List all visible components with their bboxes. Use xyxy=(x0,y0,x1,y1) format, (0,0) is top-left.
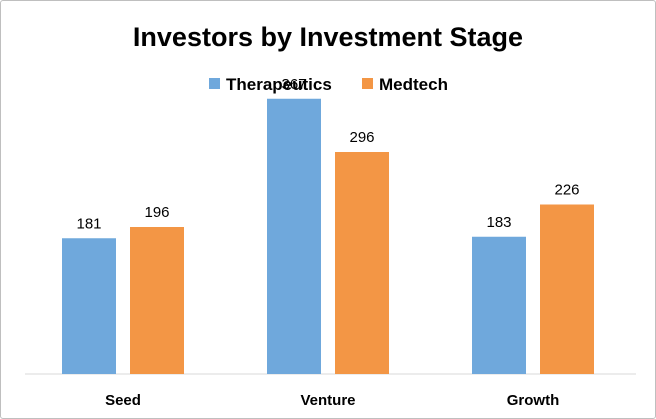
bar-medtech-venture xyxy=(335,152,389,374)
value-label-therapeutics-venture: 367 xyxy=(281,76,306,93)
legend-swatch-therapeutics xyxy=(209,78,220,89)
value-label-therapeutics-growth: 183 xyxy=(486,214,511,231)
category-label-venture: Venture xyxy=(300,392,355,409)
legend-label-medtech: Medtech xyxy=(379,75,448,94)
bar-medtech-growth xyxy=(540,204,594,374)
value-label-medtech-venture: 296 xyxy=(349,129,374,146)
category-labels: Seed Venture Growth xyxy=(105,392,559,409)
value-label-medtech-seed: 196 xyxy=(144,204,169,221)
chart-title: Investors by Investment Stage xyxy=(133,22,523,52)
bar-medtech-seed xyxy=(130,227,184,374)
bar-therapeutics-venture xyxy=(267,98,321,374)
value-label-therapeutics-seed: 181 xyxy=(76,215,101,232)
bar-therapeutics-seed xyxy=(62,238,116,374)
bars-group: 181 367 183 196 296 226 xyxy=(62,76,594,374)
legend: Therapeutics Medtech xyxy=(209,75,448,94)
legend-label-therapeutics: Therapeutics xyxy=(226,75,332,94)
bar-therapeutics-growth xyxy=(472,236,526,374)
value-label-medtech-growth: 226 xyxy=(554,182,579,199)
legend-swatch-medtech xyxy=(362,78,373,89)
category-label-seed: Seed xyxy=(105,392,141,409)
category-label-growth: Growth xyxy=(507,392,560,409)
